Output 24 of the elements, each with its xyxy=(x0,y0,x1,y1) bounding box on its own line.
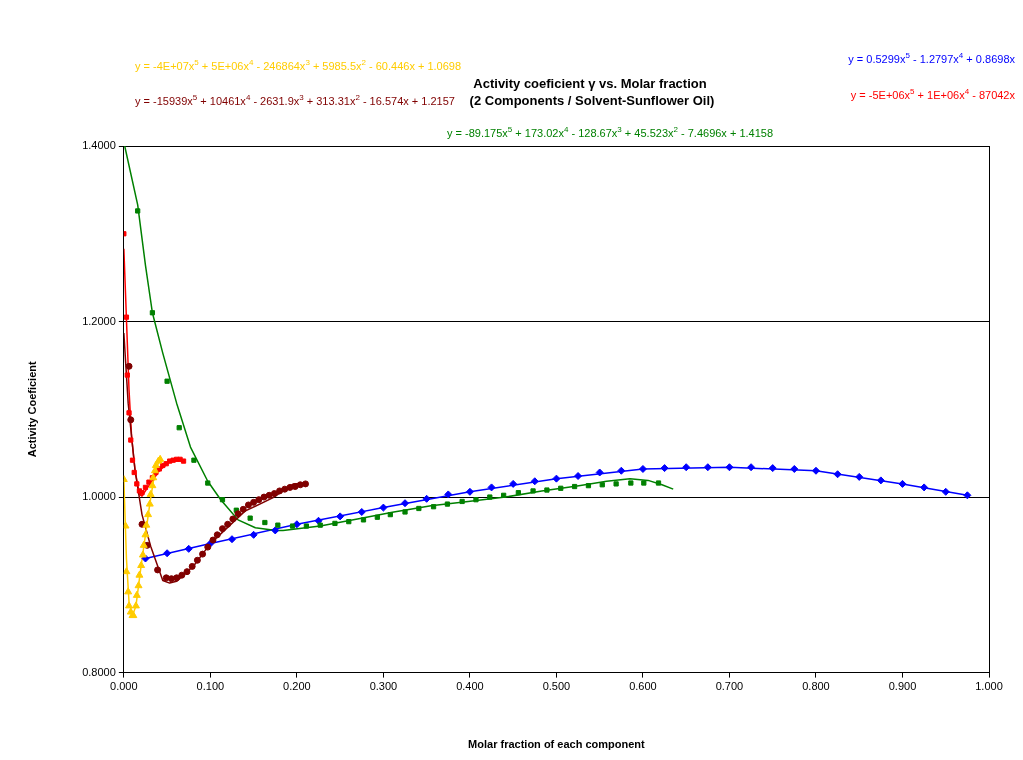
chart-title: Activity coeficient γ vs. Molar fraction xyxy=(473,76,707,91)
x-tick-label: 0.200 xyxy=(283,680,311,693)
x-tick-label: 0.500 xyxy=(542,680,571,693)
x-axis-title: Molar fraction of each component xyxy=(468,738,646,751)
y-tick-label: 0.8000 xyxy=(82,665,116,678)
y-tick-label: 1.2000 xyxy=(82,314,116,327)
x-tick-label: 0.000 xyxy=(110,680,138,693)
x-tick-label: 0.400 xyxy=(456,680,484,693)
text: y = 0.5299x$^{5}$ - 1.2797x$^{4}$ + 0.8698x xyxy=(848,51,1015,65)
y-tick-label: 1.0000 xyxy=(82,490,116,503)
y-tick-label: 1.4000 xyxy=(82,139,116,152)
text: y = -5E+06x$^{5}$ + 1E+06x$^{4}$ - 87042x xyxy=(850,87,1015,101)
x-tick-label: 0.900 xyxy=(888,680,917,693)
x-tick-label: 0.800 xyxy=(802,680,830,693)
y-axis-title: Activity Coeficient xyxy=(25,360,38,458)
x-tick-label: 0.700 xyxy=(715,680,744,693)
text: y = -15939x$^{5}$ + 10461x$^{4}$ - 2631.9x$^{3}$ + 313.31x$^{2}$ - 16.574x + 1.2157 xyxy=(135,93,455,107)
x-tick-label: 0.600 xyxy=(629,680,657,693)
x-tick-label: 1.000 xyxy=(975,680,1003,693)
chart-subtitle: (2 Components / Solvent-Sunflower Oil) xyxy=(469,93,715,108)
x-tick-label: 0.300 xyxy=(369,680,398,693)
x-tick-label: 0.100 xyxy=(196,680,225,693)
text: y = -89.175x$^{5}$ + 173.02x$^{4}$ - 128.67x$^{3}$ + 45.523x$^{2}$ - 7.4696x + 1.4158 xyxy=(447,125,774,139)
text: y = -4E+07x$^{5}$ + 5E+06x$^{4}$ - 246864x$^{3}$ + 5985.5x$^{2}$ - 60.446x + 1.0698 xyxy=(135,58,462,72)
